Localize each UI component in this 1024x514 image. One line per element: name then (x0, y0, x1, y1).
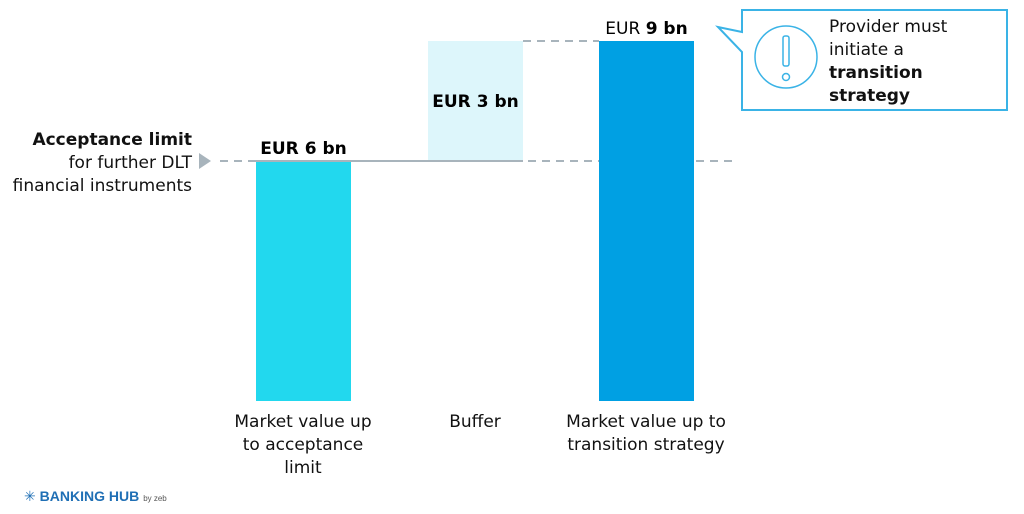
category-label-line: limit (284, 458, 322, 478)
data-label: EUR 3 bn (432, 92, 518, 112)
category-label: Buffer (380, 411, 570, 434)
reference-arrow (199, 153, 211, 169)
category-label-line: Market value up to (566, 412, 726, 432)
annotation-line: transition (829, 63, 923, 83)
category-label-line: Market value up (234, 412, 372, 432)
category-label-line: to acceptance (242, 435, 364, 455)
category-label: Market value up to transition strategy (551, 411, 741, 457)
annotation-line: Provider must (829, 17, 948, 37)
annotation-text: Provider must initiate a transition stra… (829, 16, 947, 108)
annotation-line: initiate a (829, 40, 904, 60)
bar (599, 41, 694, 401)
category-label: Market value up to acceptance limit (208, 411, 398, 480)
reference-label-line: financial instruments (12, 176, 192, 196)
reference-label-line: for further DLT (68, 153, 192, 173)
bar (256, 161, 351, 401)
data-label: EUR 6 bn (260, 139, 346, 159)
category-label-line: transition strategy (567, 435, 725, 455)
reference-label-title: Acceptance limit (32, 130, 192, 150)
data-label: EUR 9 bn (605, 19, 687, 39)
exclamation-bar (782, 35, 790, 67)
annotation-line: strategy (829, 86, 911, 106)
exclamation-dot (781, 72, 791, 82)
exclamation-circle-icon (754, 25, 818, 89)
reference-label: Acceptance limit for further DLT financi… (13, 129, 192, 198)
banking-hub-logo: ✳ BANKING HUB by zeb (24, 488, 167, 504)
bar (428, 41, 523, 161)
category-label-line: Buffer (449, 412, 501, 432)
annotation-box (715, 9, 1008, 111)
